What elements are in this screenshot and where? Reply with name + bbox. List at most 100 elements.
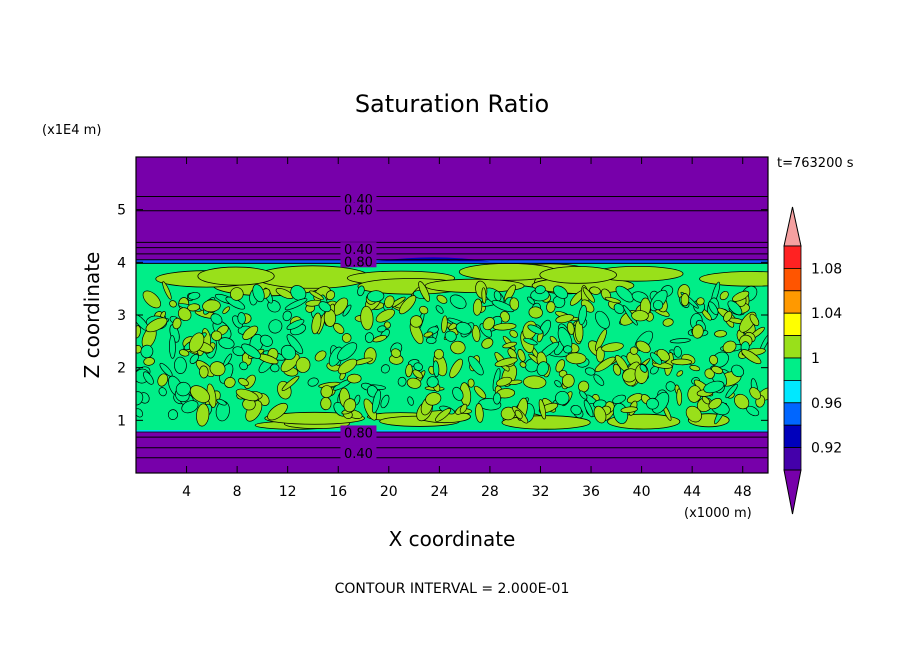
blob [692, 324, 704, 339]
blob [143, 357, 155, 366]
contour-label-bg [340, 202, 377, 216]
time-label: t=763200 s [777, 156, 854, 171]
blob [680, 293, 690, 307]
blob [528, 306, 543, 319]
blob [574, 320, 584, 343]
blob [188, 332, 205, 353]
blob [635, 340, 651, 353]
blob [168, 335, 176, 359]
blob [222, 306, 231, 314]
blob [175, 381, 191, 397]
blob [527, 324, 544, 335]
blob [502, 341, 518, 349]
blob [584, 367, 596, 376]
x-tick-label: 16 [329, 484, 347, 500]
colorbar-swatch [783, 335, 802, 359]
blob [162, 281, 172, 300]
blob [676, 370, 684, 377]
blob [366, 290, 385, 303]
chart-title: Saturation Ratio [355, 90, 549, 118]
blob [142, 290, 161, 309]
blob [405, 363, 413, 378]
blob [595, 346, 605, 363]
blob [311, 312, 322, 335]
blob [242, 325, 259, 340]
blob [509, 329, 518, 338]
blob [433, 348, 444, 360]
colorbar-label: 0.92 [811, 441, 842, 457]
blob [238, 377, 249, 387]
blob [612, 394, 627, 404]
blob [722, 340, 737, 354]
contour-label-bg [340, 425, 377, 439]
colorbar-label: 0.96 [811, 396, 842, 412]
blob [578, 304, 588, 325]
blob [563, 345, 573, 354]
blob [232, 346, 245, 357]
blob [452, 386, 464, 401]
blob [650, 352, 663, 365]
contour-label: 0.80 [344, 426, 373, 441]
blob [471, 324, 481, 343]
blob [337, 342, 358, 361]
blob [555, 314, 574, 324]
blob [444, 330, 457, 342]
blob [613, 303, 625, 314]
blob [669, 338, 691, 344]
contour-label: 0.80 [344, 255, 373, 270]
colorbar-swatch [783, 447, 802, 471]
blob [143, 371, 154, 385]
y-axis-title: Z coordinate [80, 252, 104, 379]
blob [318, 301, 332, 313]
blob [187, 303, 201, 312]
x-tick-label: 48 [734, 484, 752, 500]
x-tick-label: 40 [633, 484, 651, 500]
blob [514, 409, 523, 420]
colorbar-label: 1.04 [811, 306, 842, 322]
y-tick-label: 1 [117, 413, 126, 429]
blob [501, 415, 591, 430]
x-tick-label: 32 [532, 484, 550, 500]
blob [145, 317, 168, 333]
colorbar-label: 1.08 [811, 261, 842, 277]
blob [546, 301, 556, 313]
blob [267, 402, 288, 421]
blob [594, 356, 616, 372]
blob [565, 352, 587, 365]
blob [620, 406, 638, 413]
blob [435, 305, 444, 314]
blob [589, 286, 601, 295]
blob [696, 297, 705, 306]
contour-labels: 0.400.400.400.800.800.40 [340, 192, 377, 462]
colorbar: 1.08 1.04 1 0.96 0.92 [783, 206, 842, 515]
x-unit-label: (x1000 m) [684, 506, 752, 521]
contour-label-bg [340, 445, 377, 459]
blob [406, 377, 422, 389]
blob [380, 394, 390, 409]
blob [468, 355, 484, 376]
blob [725, 383, 738, 399]
blob [181, 400, 199, 414]
blob [566, 321, 575, 335]
colorbar-swatch [783, 402, 802, 426]
blob [418, 281, 430, 302]
contour-label-bg [340, 242, 377, 256]
x-tick-label: 8 [233, 484, 242, 500]
blob [167, 409, 178, 420]
blob [360, 305, 374, 331]
plot-area [136, 157, 768, 473]
blob [714, 330, 727, 338]
blob [270, 363, 280, 373]
blob [199, 365, 209, 379]
blob [136, 391, 144, 406]
blob [496, 376, 513, 387]
y-tick-label: 4 [117, 255, 126, 271]
blob [593, 405, 607, 424]
blob [426, 376, 439, 388]
blob [665, 381, 676, 392]
blob [519, 361, 527, 368]
blob [325, 290, 336, 301]
x-axis-ticks: 4 8 12 16 20 24 28 32 36 40 44 48 [182, 157, 752, 500]
